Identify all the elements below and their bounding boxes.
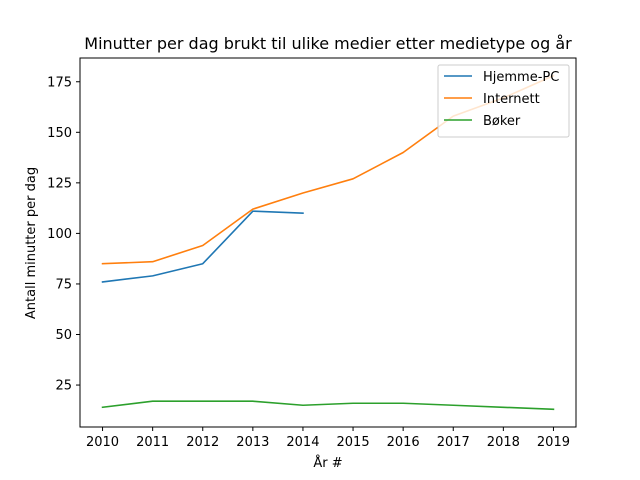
- x-tick-label: 2019: [537, 435, 570, 450]
- legend: Hjemme-PC Internett Bøker: [437, 64, 570, 138]
- x-tick-label: 2015: [337, 435, 370, 450]
- x-tick-label: 2016: [387, 435, 420, 450]
- legend-label: Hjemme-PC: [483, 70, 559, 85]
- y-tick-label: 175: [47, 75, 72, 90]
- x-axis-label: År #: [313, 455, 342, 471]
- y-tick-label: 100: [47, 227, 72, 242]
- x-tick-label: 2010: [86, 435, 119, 450]
- legend-label: Internett: [483, 92, 540, 107]
- series-line-2: [101, 400, 555, 411]
- x-tick-label: 2011: [136, 435, 169, 450]
- y-tick-label: 75: [55, 277, 72, 292]
- x-tick-label: 2017: [437, 435, 470, 450]
- plot-frame: [79, 57, 577, 428]
- x-tick-label: 2013: [236, 435, 269, 450]
- y-axis-label: Antall minutter per dag: [24, 167, 39, 319]
- chart-title: Minutter per dag brukt til ulike medier …: [84, 34, 572, 53]
- x-tick-label: 2014: [286, 435, 319, 450]
- y-tick-label: 125: [47, 176, 72, 191]
- series-line-0: [101, 210, 304, 283]
- legend-box: [437, 64, 570, 138]
- legend-label: Bøker: [483, 114, 521, 129]
- x-tick-label: 2018: [487, 435, 520, 450]
- x-axis: 2010 2011 2012 2013 2014 2015 2016 2017 2018 2019: [86, 427, 570, 450]
- y-tick-label: 50: [55, 328, 72, 343]
- x-tick-label: 2012: [186, 435, 219, 450]
- y-axis: 25 50 75 100 125 150 175: [47, 75, 80, 394]
- y-tick-label: 150: [47, 126, 72, 141]
- y-tick-label: 25: [55, 379, 72, 394]
